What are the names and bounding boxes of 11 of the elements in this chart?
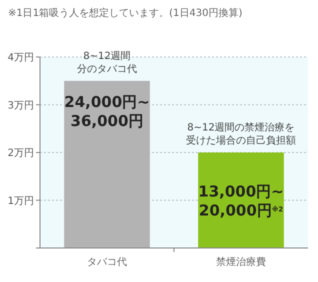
chart-title: ※1日1箱吸う人を想定しています。(1日430円換算) bbox=[8, 7, 242, 19]
y-tick-label: 1万円 bbox=[8, 196, 34, 207]
y-tick-label: 3万円 bbox=[8, 100, 34, 112]
x-tick-label: タバコ代 bbox=[87, 257, 127, 268]
annotation: 8~12週間分のタバコ代 bbox=[77, 50, 137, 75]
y-tick-label: 2万円 bbox=[8, 148, 34, 159]
annotation: 13,000円~20,000円$^{※2}$ bbox=[198, 182, 284, 220]
annotation: 24,000円~36,000円 bbox=[64, 92, 150, 130]
x-tick-label: 禁煙治療費 bbox=[216, 256, 266, 268]
y-tick-label: 4万円 bbox=[8, 52, 34, 64]
annotation: 8~12週間の禁煙治療を受けた場合の自己負担額 bbox=[186, 122, 296, 146]
